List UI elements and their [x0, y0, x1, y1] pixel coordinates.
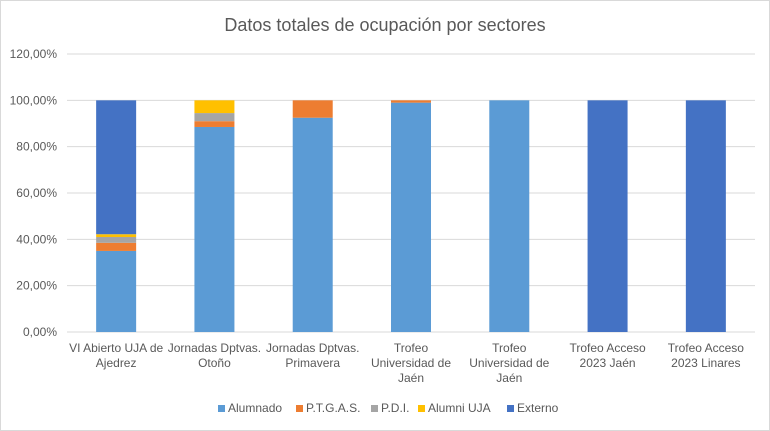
bar-segment: [194, 121, 235, 127]
bar-segment: [96, 242, 137, 251]
legend-swatch: [418, 405, 425, 412]
bar-segment: [587, 100, 628, 332]
y-axis: 0,00% 20,00% 40,00% 60,00% 80,00% 100,00% 120,…: [10, 47, 755, 339]
bar-segment: [194, 126, 235, 332]
x-tick-label: Trofeo Acceso: [569, 341, 646, 355]
x-tick-label: 2023 Linares: [671, 356, 740, 370]
chart-title: Datos totales de ocupación por sectores: [224, 15, 545, 35]
legend-swatch: [371, 405, 378, 412]
legend-label: Externo: [517, 401, 559, 415]
x-tick-label: Otoño: [198, 356, 231, 370]
bar-segment: [96, 100, 137, 235]
y-tick-label: 120,00%: [10, 47, 58, 61]
x-tick-label: Universidad de: [371, 356, 451, 370]
x-tick-label: Jaén: [398, 371, 424, 385]
legend-label: Alumnado: [228, 401, 282, 415]
x-tick-label: VI Abierto UJA de: [69, 341, 163, 355]
x-tick-label: Jornadas Dptvas.: [266, 341, 359, 355]
y-tick-label: 100,00%: [10, 93, 58, 107]
bar-segment: [96, 237, 137, 243]
legend-swatch: [507, 405, 514, 412]
legend-swatch: [296, 405, 303, 412]
bar-segment: [194, 100, 235, 114]
bars: [96, 100, 726, 333]
bar-segment: [96, 234, 137, 238]
bar-segment: [292, 100, 333, 118]
y-tick-label: 60,00%: [16, 186, 57, 200]
bar-segment: [489, 100, 530, 332]
x-tick-label: Primavera: [285, 356, 340, 370]
y-tick-label: 40,00%: [16, 232, 57, 246]
x-tick-label: Jornadas Dptvas.: [168, 341, 261, 355]
y-tick-label: 0,00%: [23, 325, 57, 339]
x-tick-label: Jaén: [496, 371, 522, 385]
bar-segment: [96, 250, 137, 332]
x-tick-label: Trofeo Acceso: [668, 341, 745, 355]
legend-label: P.D.I.: [381, 401, 409, 415]
y-tick-label: 80,00%: [16, 140, 57, 154]
x-tick-label: Universidad de: [469, 356, 549, 370]
legend: Alumnado P.T.G.A.S. P.D.I. Alumni UJA Extern…: [218, 401, 559, 415]
x-tick-label: 2023 Jaén: [580, 356, 636, 370]
legend-swatch: [218, 405, 225, 412]
y-tick-label: 20,00%: [16, 279, 57, 293]
bar-segment: [194, 113, 235, 122]
legend-label: Alumni UJA: [428, 401, 491, 415]
bar-segment: [391, 100, 431, 103]
bar-segment: [292, 117, 333, 332]
bar-segment: [391, 102, 431, 333]
bar-segment: [685, 100, 726, 332]
x-tick-label: Ajedrez: [96, 356, 137, 370]
legend-label: P.T.G.A.S.: [306, 401, 360, 415]
x-tick-label: Trofeo: [492, 341, 527, 355]
x-tick-label: Trofeo: [394, 341, 429, 355]
